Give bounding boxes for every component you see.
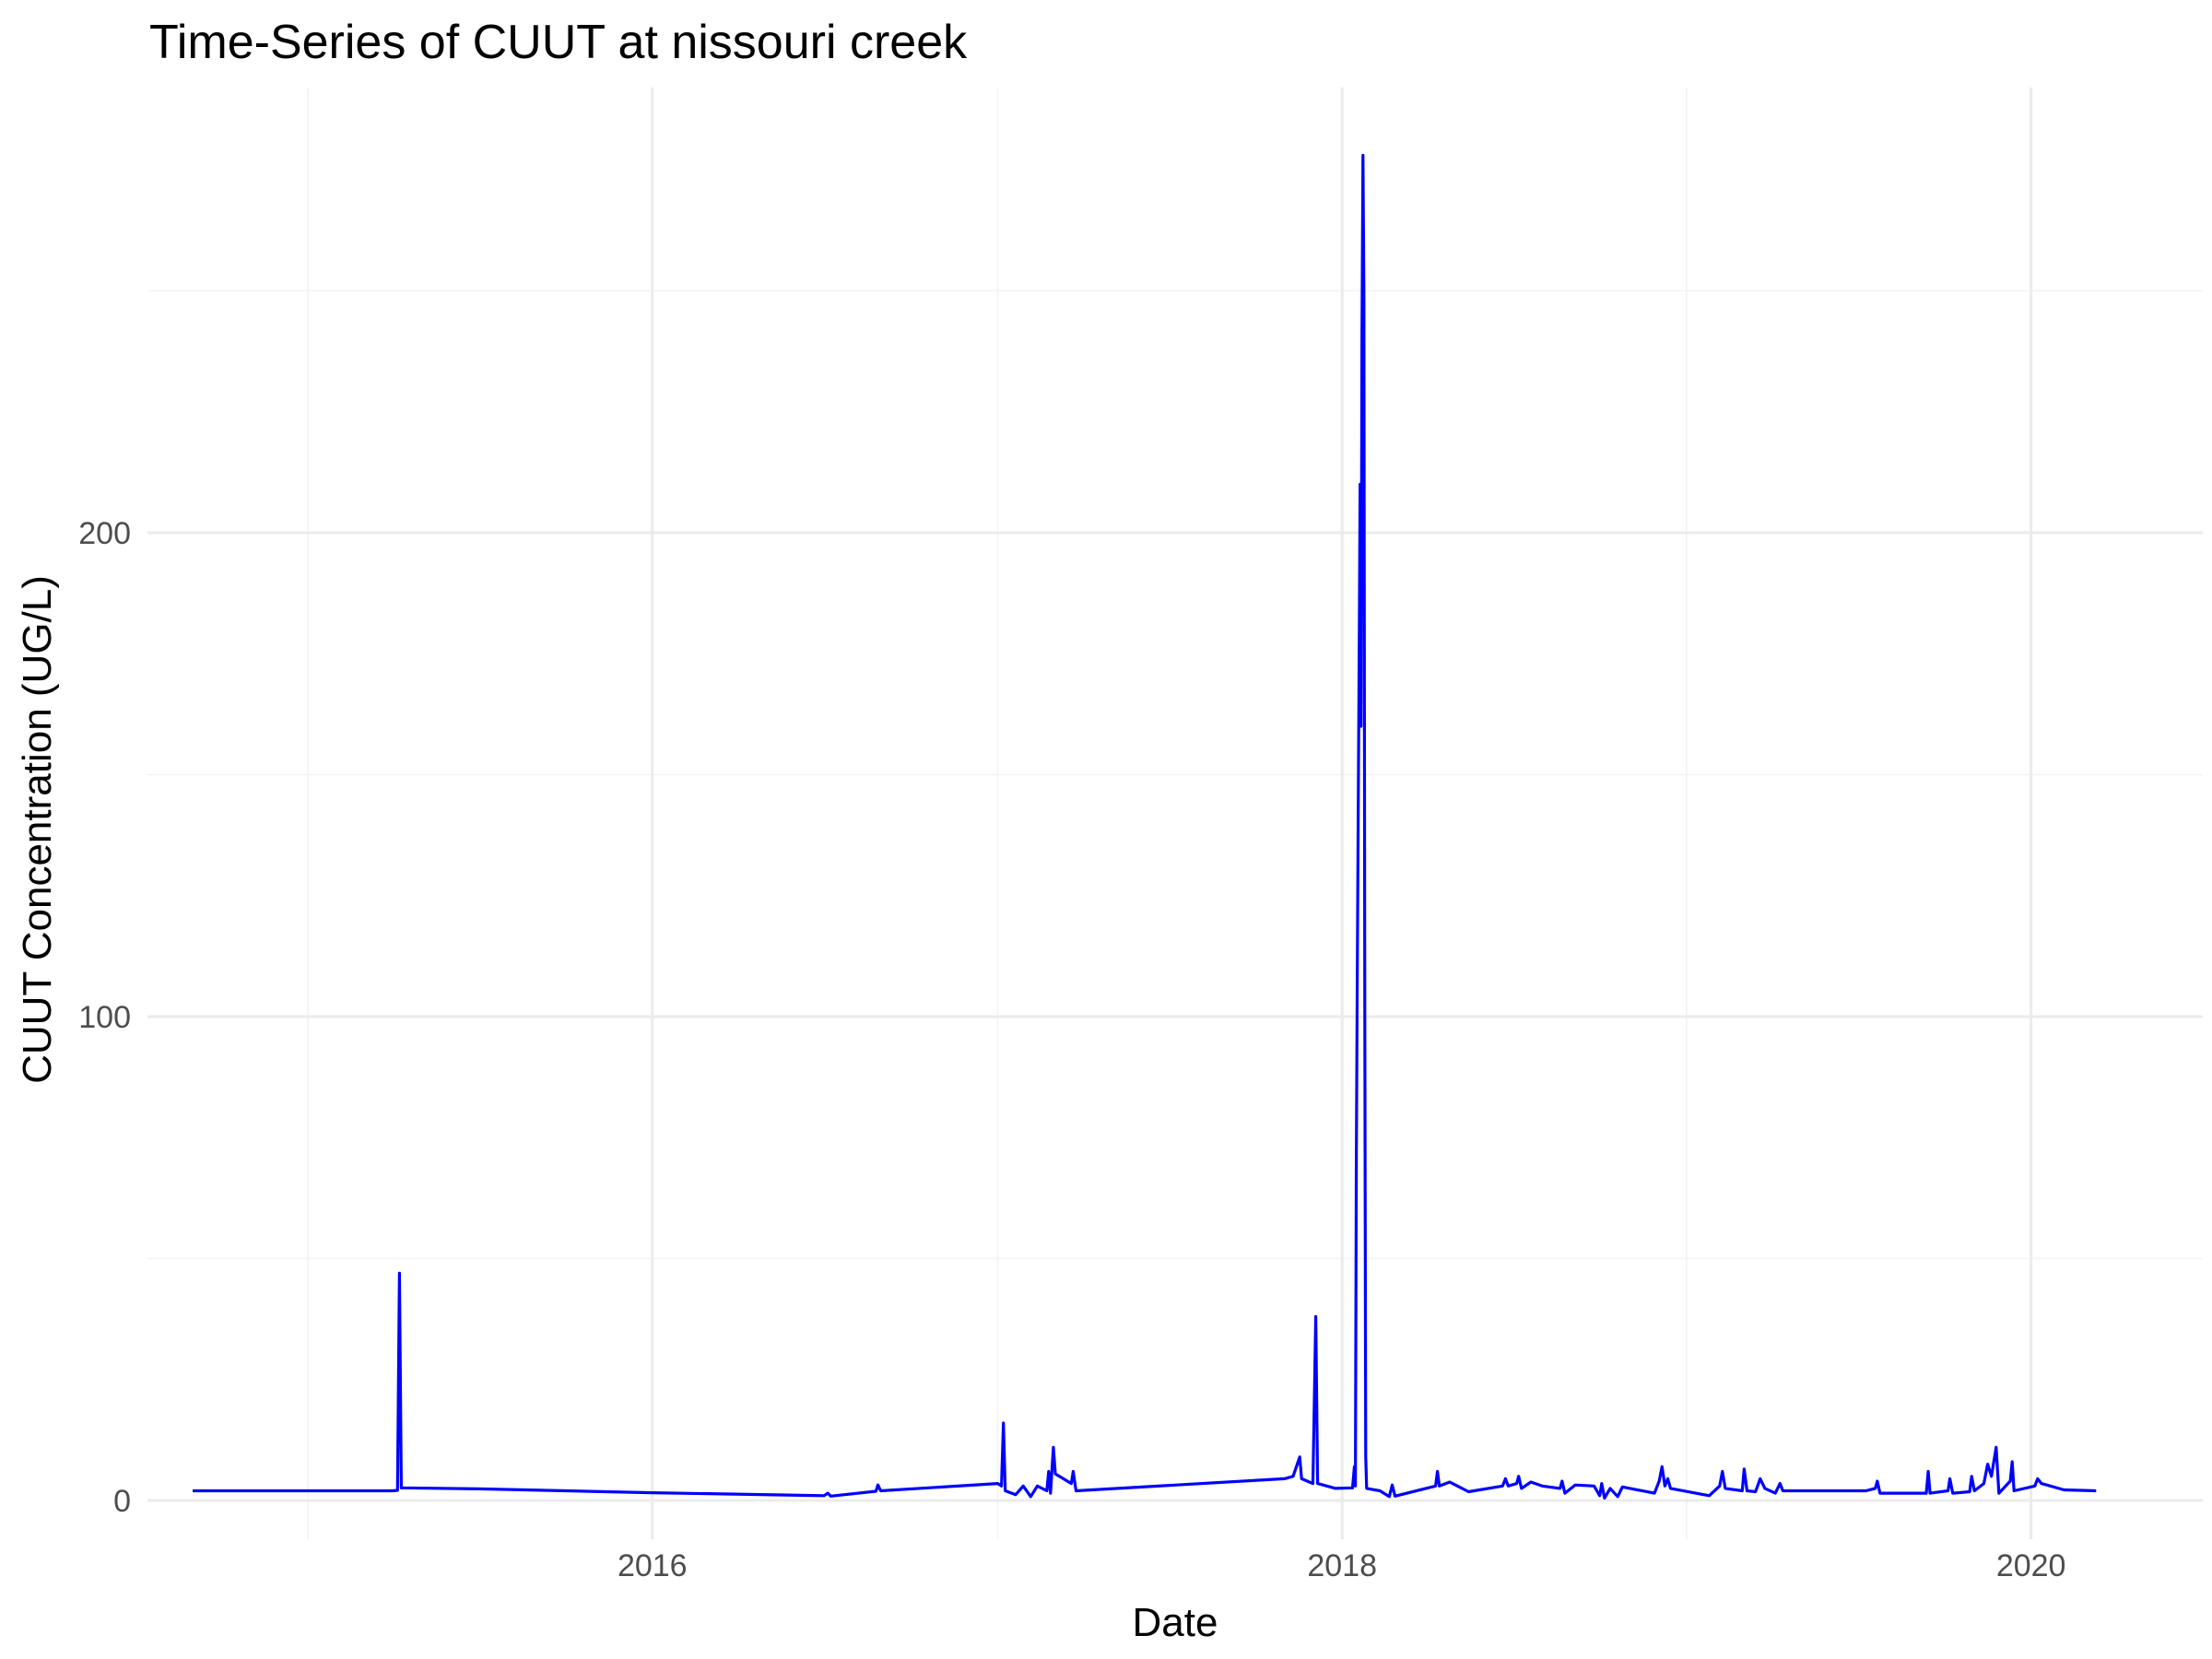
series-line	[193, 153, 2097, 1500]
y-tick-label: 0	[113, 1484, 131, 1519]
x-tick-label: 2018	[1307, 1548, 1377, 1583]
x-tick-label: 2020	[1996, 1548, 2066, 1583]
y-axis-title: CUUT Concentration (UG/L)	[15, 575, 60, 1084]
y-axis-ticks: 0 100 200	[78, 516, 131, 1519]
chart-title: Time-Series of CUUT at nissouri creek	[149, 16, 968, 69]
x-tick-label: 2016	[618, 1548, 688, 1583]
gridlines	[147, 88, 2203, 1539]
series-layer	[193, 153, 2097, 1500]
y-tick-label: 100	[78, 1000, 131, 1035]
y-tick-label: 200	[78, 516, 131, 551]
x-axis-title: Date	[1133, 1600, 1218, 1645]
x-axis-ticks: 2016 2018 2020	[618, 1548, 2066, 1583]
